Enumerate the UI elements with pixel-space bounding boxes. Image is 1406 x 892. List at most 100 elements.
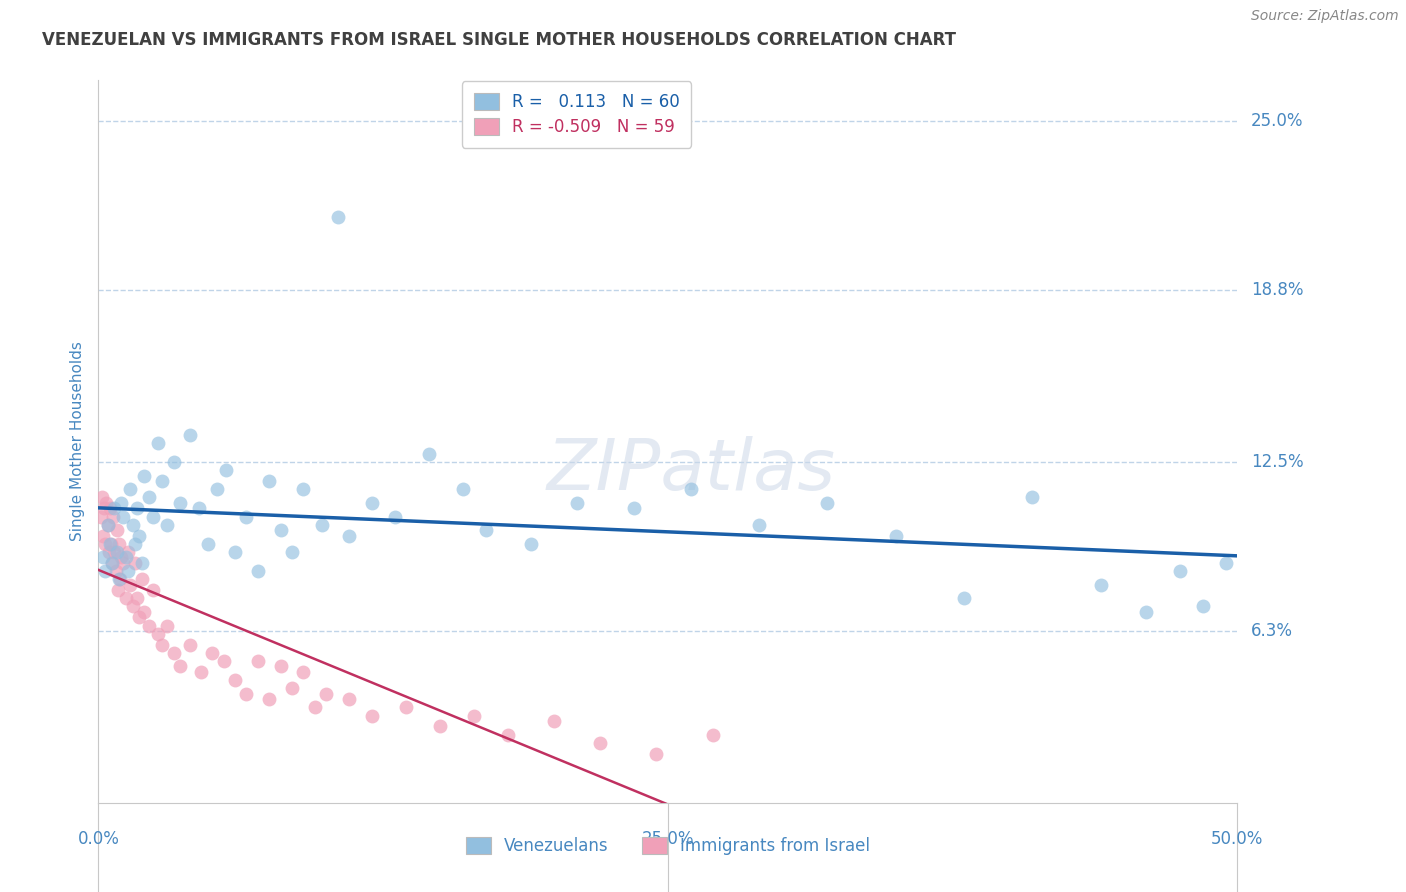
Point <box>179 638 201 652</box>
Point <box>150 474 173 488</box>
Point <box>96 517 118 532</box>
Point <box>337 692 360 706</box>
Text: 25.0%: 25.0% <box>1251 112 1303 130</box>
Point <box>112 509 135 524</box>
Point <box>98 501 121 516</box>
Point <box>384 509 406 524</box>
Point <box>1215 556 1237 570</box>
Point <box>117 545 139 559</box>
Point <box>292 482 315 496</box>
Point <box>128 610 150 624</box>
Point <box>259 474 281 488</box>
Point <box>121 517 143 532</box>
Point <box>281 545 304 559</box>
Point <box>360 708 382 723</box>
Point <box>1090 577 1112 591</box>
Point <box>96 517 118 532</box>
Point <box>103 545 125 559</box>
Point <box>748 517 770 532</box>
Point <box>90 491 112 505</box>
Point <box>645 747 668 761</box>
Point <box>201 646 224 660</box>
Point <box>259 692 281 706</box>
Point <box>224 673 246 687</box>
Point <box>127 501 149 516</box>
Text: 12.5%: 12.5% <box>1251 453 1303 471</box>
Point <box>96 496 118 510</box>
Text: 50.0%: 50.0% <box>1211 830 1264 848</box>
Point <box>623 501 645 516</box>
Point <box>103 501 125 516</box>
Point <box>146 436 169 450</box>
Point <box>156 517 179 532</box>
Point <box>97 545 120 559</box>
Point <box>311 517 333 532</box>
Point <box>107 583 129 598</box>
Point <box>101 556 124 570</box>
Point <box>190 665 212 679</box>
Point <box>98 537 121 551</box>
Point <box>169 496 191 510</box>
Point <box>142 509 165 524</box>
Point <box>360 496 382 510</box>
Text: 25.0%: 25.0% <box>641 830 695 848</box>
Point <box>93 501 115 516</box>
Point <box>110 550 132 565</box>
Point <box>124 556 146 570</box>
Point <box>246 654 269 668</box>
Point <box>91 550 114 565</box>
Point <box>679 482 702 496</box>
Point <box>702 728 724 742</box>
Point <box>1135 605 1157 619</box>
Point <box>90 509 112 524</box>
Point <box>1170 564 1192 578</box>
Point <box>315 687 337 701</box>
Point <box>205 482 228 496</box>
Point <box>108 572 131 586</box>
Legend: Venezuelans, Immigrants from Israel: Venezuelans, Immigrants from Israel <box>454 825 882 867</box>
Text: 0.0%: 0.0% <box>77 830 120 848</box>
Point <box>1021 491 1043 505</box>
Point <box>127 591 149 606</box>
Point <box>246 564 269 578</box>
Point <box>292 665 315 679</box>
Point <box>953 591 976 606</box>
Text: VENEZUELAN VS IMMIGRANTS FROM ISRAEL SINGLE MOTHER HOUSEHOLDS CORRELATION CHART: VENEZUELAN VS IMMIGRANTS FROM ISRAEL SIN… <box>42 31 956 49</box>
Point <box>131 572 153 586</box>
Point <box>131 556 153 570</box>
Point <box>235 687 257 701</box>
Y-axis label: Single Mother Households: Single Mother Households <box>69 342 84 541</box>
Point <box>121 599 143 614</box>
Point <box>169 659 191 673</box>
Point <box>108 537 131 551</box>
Point <box>105 523 128 537</box>
Point <box>100 537 122 551</box>
Point <box>565 496 588 510</box>
Point <box>94 564 117 578</box>
Point <box>326 210 349 224</box>
Point <box>105 545 128 559</box>
Point <box>114 591 136 606</box>
Point <box>117 564 139 578</box>
Point <box>451 482 474 496</box>
Point <box>463 708 485 723</box>
Point <box>215 463 238 477</box>
Point <box>91 528 114 542</box>
Point <box>474 523 496 537</box>
Point <box>429 719 451 733</box>
Point <box>235 509 257 524</box>
Point <box>94 537 117 551</box>
Point <box>815 496 838 510</box>
Text: 6.3%: 6.3% <box>1251 622 1294 640</box>
Point <box>588 736 610 750</box>
Point <box>142 583 165 598</box>
Point <box>156 618 179 632</box>
Point <box>304 700 326 714</box>
Point <box>224 545 246 559</box>
Point <box>132 468 155 483</box>
Point <box>124 537 146 551</box>
Point <box>395 700 418 714</box>
Point <box>520 537 543 551</box>
Point <box>543 714 565 728</box>
Point <box>162 646 184 660</box>
